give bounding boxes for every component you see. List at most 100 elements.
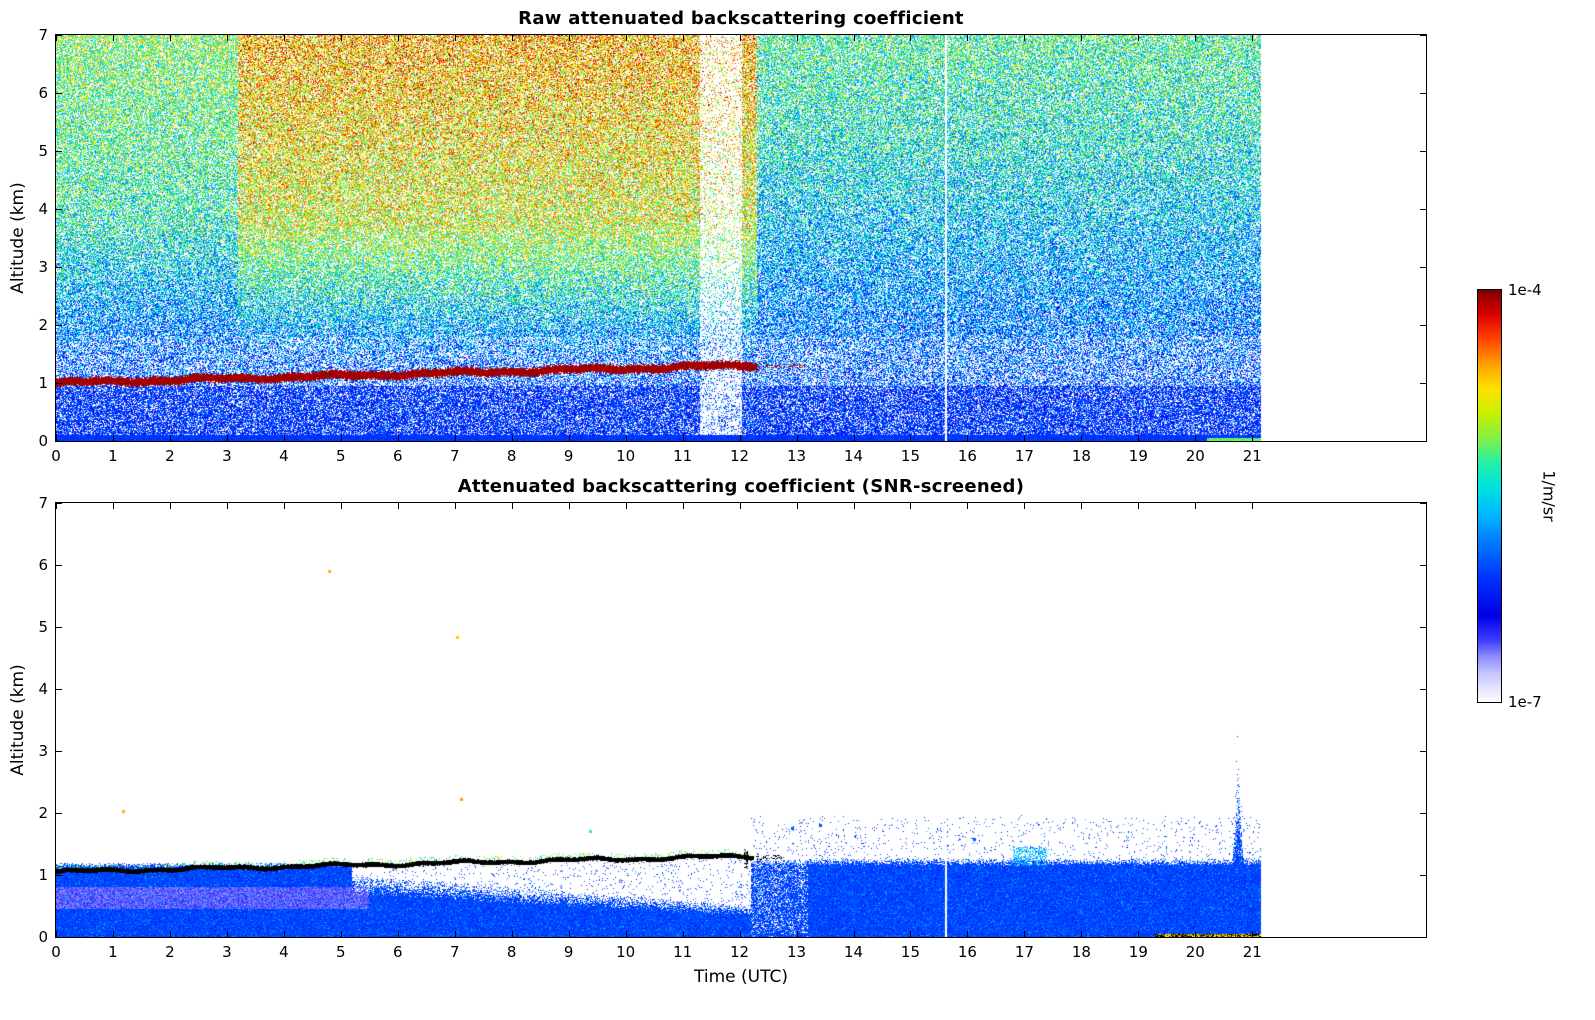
tick-mark xyxy=(283,435,285,441)
tick-mark xyxy=(511,931,513,937)
tick-mark xyxy=(1420,267,1426,268)
tick-mark xyxy=(340,931,342,937)
tick-mark xyxy=(1252,931,1254,937)
y-tick-label: 2 xyxy=(38,316,48,334)
x-tick-label: 19 xyxy=(1128,447,1148,465)
tick-mark xyxy=(1420,209,1426,210)
tick-mark xyxy=(910,435,912,441)
tick-mark xyxy=(682,435,684,441)
tick-mark xyxy=(112,435,114,441)
tick-mark xyxy=(56,937,62,938)
tick-mark xyxy=(56,565,62,566)
colorbar-max-label: 1e-4 xyxy=(1508,281,1542,299)
x-tick-label: 5 xyxy=(336,943,346,961)
tick-mark xyxy=(1420,875,1426,876)
tick-mark xyxy=(511,503,513,509)
tick-mark xyxy=(397,503,399,509)
tick-mark xyxy=(454,503,456,509)
tick-mark xyxy=(1420,151,1426,152)
x-tick-label: 3 xyxy=(222,447,232,465)
tick-mark xyxy=(397,435,399,441)
y-tick-label: 6 xyxy=(38,84,48,102)
y-tick-label: 1 xyxy=(38,866,48,884)
tick-mark xyxy=(682,35,684,41)
tick-mark xyxy=(1420,383,1426,384)
tick-mark xyxy=(739,435,741,441)
tick-mark xyxy=(739,931,741,937)
tick-mark xyxy=(56,151,62,152)
x-tick-label: 4 xyxy=(279,943,289,961)
y-tick-label: 0 xyxy=(38,928,48,946)
x-tick-label: 13 xyxy=(786,943,807,961)
x-tick-label: 14 xyxy=(843,447,864,465)
tick-mark xyxy=(739,35,741,41)
tick-mark xyxy=(967,503,969,509)
x-tick-label: 16 xyxy=(957,943,977,961)
x-tick-label: 10 xyxy=(616,447,636,465)
raw-backscatter-panel: Raw attenuated backscattering coefficien… xyxy=(8,8,1427,465)
tick-mark xyxy=(1195,503,1197,509)
tick-mark xyxy=(56,35,57,41)
tick-mark xyxy=(682,931,684,937)
tick-mark xyxy=(1138,931,1140,937)
tick-mark xyxy=(226,503,228,509)
screened-backscatter-panel: Attenuated backscattering coefficient (S… xyxy=(8,476,1427,987)
tick-mark xyxy=(226,35,228,41)
x-tick-label: 10 xyxy=(616,943,636,961)
tick-mark xyxy=(625,435,627,441)
tick-mark xyxy=(568,503,570,509)
tick-mark xyxy=(1252,35,1254,41)
tick-mark xyxy=(169,503,171,509)
tick-mark xyxy=(56,383,62,384)
tick-mark xyxy=(511,435,513,441)
x-tick-label: 11 xyxy=(673,447,693,465)
tick-mark xyxy=(454,931,456,937)
y-tick-label: 7 xyxy=(38,26,48,44)
x-tick-label: 1 xyxy=(108,447,118,465)
y-tick-label: 6 xyxy=(38,556,48,574)
x-tick-label: 6 xyxy=(393,943,403,961)
x-tick-label: 21 xyxy=(1242,943,1262,961)
y-tick-label: 1 xyxy=(38,374,48,392)
tick-mark xyxy=(283,931,285,937)
tick-mark xyxy=(1420,325,1426,326)
tick-mark xyxy=(1024,931,1026,937)
tick-mark xyxy=(1420,35,1426,36)
tick-mark xyxy=(967,35,969,41)
tick-mark xyxy=(56,93,62,94)
colorbar-min-label: 1e-7 xyxy=(1508,693,1542,711)
x-tick-label: 17 xyxy=(1014,447,1034,465)
tick-mark xyxy=(682,503,684,509)
tick-mark xyxy=(56,751,62,752)
tick-mark xyxy=(1420,751,1426,752)
tick-mark xyxy=(1081,435,1083,441)
y-tick-label: 7 xyxy=(38,494,48,512)
tick-mark xyxy=(226,435,228,441)
x-tick-label: 20 xyxy=(1185,943,1205,961)
x-tick-label: 13 xyxy=(786,447,807,465)
tick-mark xyxy=(1420,937,1426,938)
tick-mark xyxy=(1081,35,1083,41)
tick-mark xyxy=(625,931,627,937)
tick-mark xyxy=(169,931,171,937)
x-tick-label: 4 xyxy=(279,447,289,465)
tick-mark xyxy=(910,503,912,509)
tick-mark xyxy=(796,503,798,509)
tick-mark xyxy=(1420,93,1426,94)
tick-mark xyxy=(1420,441,1426,442)
tick-mark xyxy=(967,435,969,441)
x-tick-label: 20 xyxy=(1185,447,1205,465)
tick-mark xyxy=(568,35,570,41)
x-tick-label: 18 xyxy=(1071,943,1091,961)
tick-mark xyxy=(910,931,912,937)
tick-mark xyxy=(56,627,62,628)
y-tick-label: 0 xyxy=(38,432,48,450)
tick-mark xyxy=(112,931,114,937)
tick-mark xyxy=(454,435,456,441)
y-tick-label: 3 xyxy=(38,742,48,760)
tick-mark xyxy=(853,435,855,441)
tick-mark xyxy=(568,931,570,937)
colorbar-gradient xyxy=(1478,290,1501,702)
tick-mark xyxy=(169,35,171,41)
tick-mark xyxy=(112,35,114,41)
